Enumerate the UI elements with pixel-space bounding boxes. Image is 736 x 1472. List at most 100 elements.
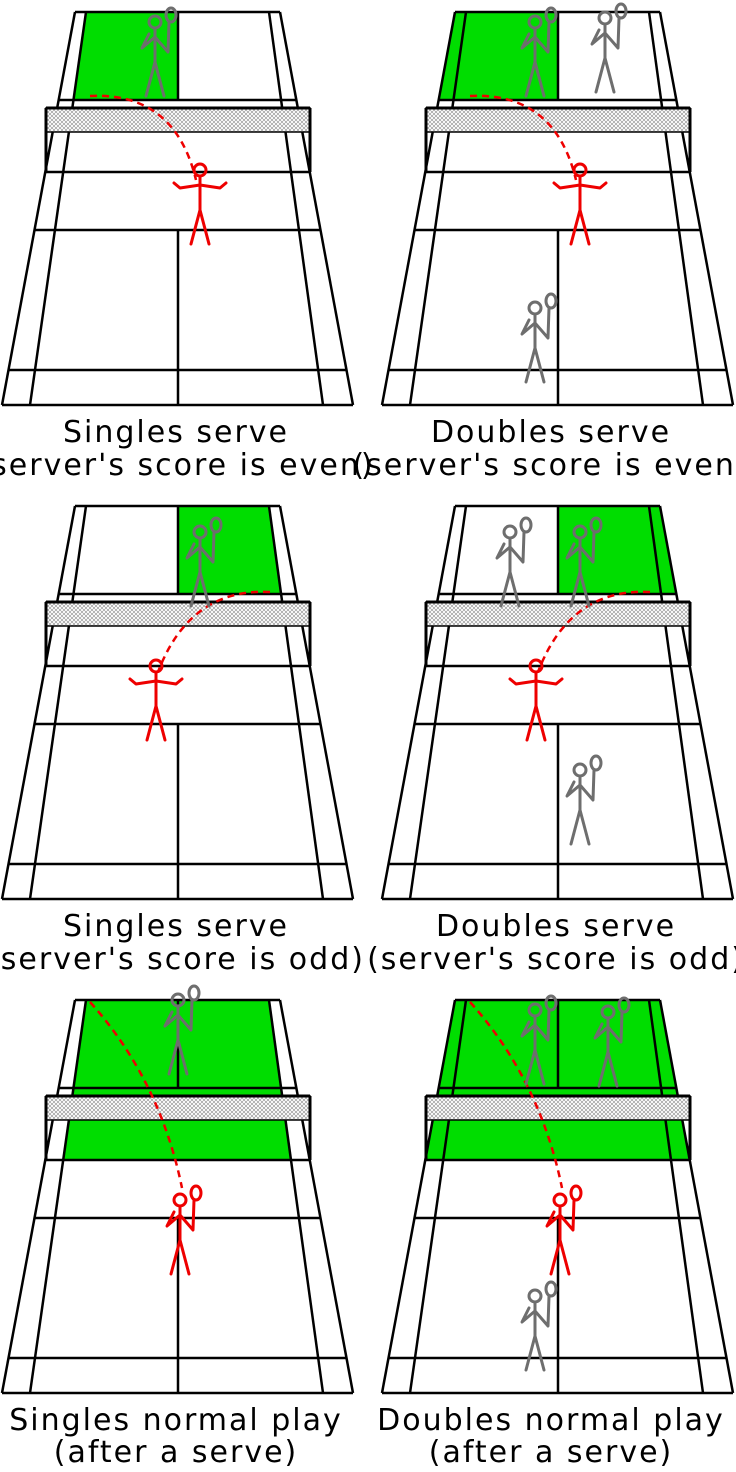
racket xyxy=(544,6,558,24)
player-opponent-right-figure xyxy=(140,6,178,98)
singles-sideline-right xyxy=(267,505,325,900)
player-opponent-right-figure xyxy=(495,516,533,608)
shuttle-path xyxy=(469,1001,564,1189)
racket xyxy=(187,984,201,1002)
arms xyxy=(590,16,621,50)
net xyxy=(45,1095,311,1121)
doubles-sideline-left xyxy=(0,505,77,900)
body xyxy=(594,22,616,94)
court-panel xyxy=(0,504,355,901)
court-panel xyxy=(0,6,355,407)
service-box-highlight xyxy=(178,506,282,594)
head xyxy=(527,1288,543,1304)
server-figure xyxy=(508,658,564,742)
body xyxy=(525,670,547,742)
shuttle-path xyxy=(156,590,271,673)
caption-line1: Singles serve xyxy=(63,909,289,944)
racket xyxy=(544,292,558,310)
caption-line2: (after a serve) xyxy=(54,1435,298,1470)
doubles-sideline-right xyxy=(278,505,355,900)
doubles-sideline-right xyxy=(278,999,355,1394)
racket xyxy=(544,994,558,1012)
court-panel xyxy=(0,984,355,1395)
body xyxy=(569,536,591,608)
player-opponent-right-figure xyxy=(520,994,558,1086)
player-partner-back-figure xyxy=(520,1280,558,1372)
arms xyxy=(508,677,564,686)
singles-sideline-right xyxy=(647,999,705,1394)
singles-sideline-left xyxy=(28,11,88,406)
racket xyxy=(589,516,603,534)
arms xyxy=(545,1198,576,1232)
head xyxy=(172,1192,188,1208)
singles-sideline-left xyxy=(28,505,88,900)
racket xyxy=(589,754,603,772)
net xyxy=(425,1095,691,1121)
racket xyxy=(614,2,628,20)
arms xyxy=(165,1198,196,1232)
singles-sideline-right xyxy=(267,11,325,406)
body xyxy=(189,174,211,246)
caption-doubles-even: Doubles serve (server's score is even) xyxy=(352,415,736,483)
caption-line1: Doubles serve xyxy=(436,909,676,944)
arms xyxy=(520,1008,551,1042)
body xyxy=(189,536,211,608)
shuttle-path xyxy=(89,1001,184,1189)
court-panel xyxy=(380,2,735,407)
body xyxy=(524,312,546,384)
racket xyxy=(189,1184,203,1202)
doubles-sideline-left xyxy=(0,999,77,1394)
caption-singles-even: Singles serve (server's score is even) xyxy=(0,415,375,483)
singles-sideline-right xyxy=(267,999,325,1394)
player-opponent-left-figure xyxy=(565,516,603,608)
net xyxy=(45,601,311,627)
service-box-highlight xyxy=(558,506,677,594)
singles-sideline-left xyxy=(408,999,468,1394)
arms xyxy=(593,1010,624,1044)
player-opponent-left-figure xyxy=(593,996,631,1088)
arms xyxy=(172,181,228,190)
arms xyxy=(128,677,184,686)
caption-line1: Singles normal play xyxy=(9,1403,343,1438)
singles-sideline-right xyxy=(647,11,705,406)
doubles-sideline-right xyxy=(278,11,355,406)
arms xyxy=(140,20,171,54)
caption-line2: (server's score is even) xyxy=(352,448,736,483)
arms xyxy=(520,20,551,54)
head xyxy=(502,524,518,540)
body xyxy=(145,670,167,742)
racket xyxy=(519,516,533,534)
racket xyxy=(544,1280,558,1298)
racket xyxy=(617,996,631,1014)
body xyxy=(524,26,546,98)
server-figure xyxy=(128,658,184,742)
caption-line2: (server's score is odd) xyxy=(0,942,365,977)
doubles-sideline-right xyxy=(658,999,735,1394)
singles-sideline-left xyxy=(28,999,88,1394)
doubles-sideline-left xyxy=(0,11,77,406)
doubles-sideline-left xyxy=(380,505,457,900)
body xyxy=(499,536,521,608)
player-opponent-centre-figure xyxy=(163,984,201,1076)
caption-doubles-odd: Doubles serve (server's score is odd) xyxy=(367,909,736,977)
singles-sideline-left xyxy=(408,505,468,900)
caption-line2: (server's score is even) xyxy=(0,448,375,483)
arms xyxy=(520,1294,551,1328)
racket xyxy=(164,6,178,24)
shuttle-path xyxy=(89,94,198,181)
head xyxy=(552,1192,568,1208)
caption-line2: (after a serve) xyxy=(429,1435,673,1470)
shuttle-path xyxy=(469,94,578,181)
body xyxy=(167,1004,189,1076)
doubles-sideline-left xyxy=(380,999,457,1394)
head xyxy=(597,10,613,26)
player-partner-back-figure xyxy=(565,754,603,846)
body xyxy=(569,774,591,846)
doubles-sideline-right xyxy=(658,11,735,406)
server-figure xyxy=(552,162,608,246)
body xyxy=(549,1204,571,1276)
doubles-sideline-right xyxy=(658,505,735,900)
arms xyxy=(495,530,526,564)
head xyxy=(527,300,543,316)
court-panel xyxy=(380,504,735,901)
